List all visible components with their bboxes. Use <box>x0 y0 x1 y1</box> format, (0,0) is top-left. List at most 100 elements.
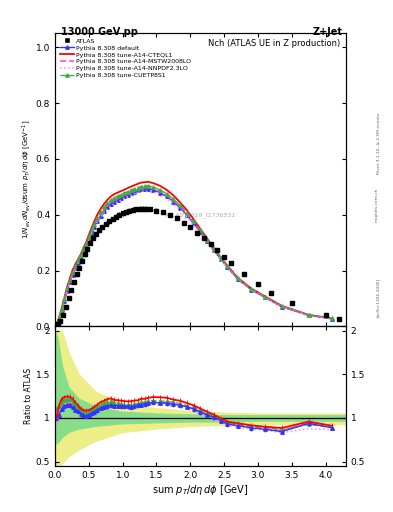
Text: [arXiv:1306.3436]: [arXiv:1306.3436] <box>376 278 380 316</box>
Pythia 8.308 default <box>59 307 64 313</box>
Pythia 8.308 tune-CUETP8S1 <box>249 286 253 292</box>
Pythia 8.308 default <box>262 294 267 301</box>
Pythia 8.308 tune-A14-CTEQL1 <box>92 218 97 224</box>
Pythia 8.308 default <box>249 287 253 293</box>
Legend: ATLAS, Pythia 8.308 default, Pythia 8.308 tune-A14-CTEQL1, Pythia 8.308 tune-A14: ATLAS, Pythia 8.308 default, Pythia 8.30… <box>58 36 193 80</box>
Pythia 8.308 tune-A14-CTEQL1 <box>185 207 189 214</box>
Pythia 8.308 tune-A14-NNPDF2.3LO <box>95 219 100 225</box>
Text: 13000 GeV pp: 13000 GeV pp <box>61 27 138 37</box>
Pythia 8.308 tune-A14-CTEQL1 <box>59 305 64 311</box>
Pythia 8.308 tune-A14-NNPDF2.3LO <box>115 199 120 205</box>
Pythia 8.308 tune-CUETP8S1 <box>76 258 81 264</box>
Pythia 8.308 tune-A14-MSTW2008LO <box>108 200 113 206</box>
Pythia 8.308 tune-CUETP8S1 <box>122 190 127 196</box>
Pythia 8.308 tune-A14-CTEQL1 <box>108 194 113 200</box>
Pythia 8.308 default <box>115 197 120 203</box>
Pythia 8.308 default <box>54 321 59 327</box>
Pythia 8.308 tune-A14-CTEQL1 <box>65 284 70 290</box>
Pythia 8.308 tune-A14-NNPDF2.3LO <box>330 316 335 322</box>
Pythia 8.308 default <box>198 229 203 236</box>
Pythia 8.308 tune-A14-CTEQL1 <box>125 185 130 191</box>
Pythia 8.308 default <box>122 193 127 199</box>
Pythia 8.308 tune-CUETP8S1 <box>279 303 284 309</box>
Pythia 8.308 default <box>129 190 134 196</box>
Pythia 8.308 tune-CUETP8S1 <box>262 294 267 300</box>
Pythia 8.308 tune-A14-NNPDF2.3LO <box>68 280 72 286</box>
Pythia 8.308 tune-A14-MSTW2008LO <box>151 186 156 192</box>
Pythia 8.308 tune-A14-CTEQL1 <box>105 197 110 203</box>
Pythia 8.308 default <box>185 212 189 218</box>
Pythia 8.308 tune-A14-CTEQL1 <box>171 193 176 199</box>
Pythia 8.308 default <box>330 316 335 322</box>
Pythia 8.308 default <box>205 238 209 244</box>
Pythia 8.308 default <box>279 304 284 310</box>
Pythia 8.308 tune-A14-NNPDF2.3LO <box>57 316 61 322</box>
Pythia 8.308 tune-A14-MSTW2008LO <box>158 188 162 195</box>
Pythia 8.308 default <box>139 186 143 193</box>
Pythia 8.308 tune-A14-MSTW2008LO <box>205 238 209 244</box>
Pythia 8.308 tune-CUETP8S1 <box>219 255 223 261</box>
Pythia 8.308 tune-A14-NNPDF2.3LO <box>171 201 176 207</box>
Pythia 8.308 tune-A14-CTEQL1 <box>115 189 120 196</box>
Pythia 8.308 tune-A14-CTEQL1 <box>205 236 209 242</box>
Pythia 8.308 tune-A14-MSTW2008LO <box>68 278 72 284</box>
Pythia 8.308 tune-A14-MSTW2008LO <box>105 203 110 209</box>
Pythia 8.308 tune-CUETP8S1 <box>70 269 75 275</box>
Pythia 8.308 tune-A14-NNPDF2.3LO <box>76 261 81 267</box>
Pythia 8.308 tune-A14-CTEQL1 <box>62 294 67 301</box>
Pythia 8.308 tune-CUETP8S1 <box>65 285 70 291</box>
Pythia 8.308 default <box>136 187 140 194</box>
Pythia 8.308 tune-A14-CTEQL1 <box>158 183 162 189</box>
Pythia 8.308 tune-A14-CTEQL1 <box>70 267 75 273</box>
Pythia 8.308 default <box>92 224 97 230</box>
Pythia 8.308 tune-A14-MSTW2008LO <box>171 198 176 204</box>
Pythia 8.308 tune-CUETP8S1 <box>225 263 230 269</box>
Pythia 8.308 tune-A14-MSTW2008LO <box>59 307 64 313</box>
Pythia 8.308 tune-A14-MSTW2008LO <box>279 303 284 309</box>
Pythia 8.308 tune-CUETP8S1 <box>68 276 72 283</box>
Pythia 8.308 tune-A14-MSTW2008LO <box>235 275 240 282</box>
Line: Pythia 8.308 tune-A14-NNPDF2.3LO: Pythia 8.308 tune-A14-NNPDF2.3LO <box>56 191 332 325</box>
Pythia 8.308 tune-A14-NNPDF2.3LO <box>62 298 67 305</box>
Pythia 8.308 tune-A14-MSTW2008LO <box>119 194 123 200</box>
Pythia 8.308 tune-A14-MSTW2008LO <box>102 207 107 213</box>
Pythia 8.308 tune-A14-CTEQL1 <box>191 216 196 222</box>
Pythia 8.308 tune-A14-NNPDF2.3LO <box>191 222 196 228</box>
Pythia 8.308 tune-A14-MSTW2008LO <box>139 186 143 192</box>
Pythia 8.308 tune-A14-MSTW2008LO <box>198 228 203 234</box>
Pythia 8.308 tune-A14-MSTW2008LO <box>185 211 189 217</box>
Pythia 8.308 tune-A14-NNPDF2.3LO <box>225 265 230 271</box>
Pythia 8.308 tune-A14-NNPDF2.3LO <box>89 230 94 237</box>
Pythia 8.308 tune-A14-MSTW2008LO <box>225 264 230 270</box>
Pythia 8.308 tune-A14-MSTW2008LO <box>249 286 253 292</box>
Pythia 8.308 default <box>164 194 169 200</box>
Pythia 8.308 tune-CUETP8S1 <box>132 186 137 192</box>
Pythia 8.308 tune-A14-NNPDF2.3LO <box>108 203 113 209</box>
Pythia 8.308 tune-A14-MSTW2008LO <box>78 254 83 260</box>
Pythia 8.308 tune-A14-MSTW2008LO <box>129 189 134 196</box>
Pythia 8.308 tune-CUETP8S1 <box>119 192 123 198</box>
Pythia 8.308 tune-A14-CTEQL1 <box>76 256 81 262</box>
Pythia 8.308 tune-CUETP8S1 <box>306 312 311 318</box>
Pythia 8.308 tune-A14-MSTW2008LO <box>65 287 70 293</box>
Pythia 8.308 tune-A14-MSTW2008LO <box>84 243 88 249</box>
Pythia 8.308 tune-A14-MSTW2008LO <box>115 196 120 202</box>
Pythia 8.308 tune-A14-CTEQL1 <box>249 285 253 291</box>
Pythia 8.308 tune-A14-CTEQL1 <box>225 263 230 269</box>
Pythia 8.308 default <box>89 230 94 236</box>
Pythia 8.308 tune-A14-CTEQL1 <box>164 187 169 193</box>
Pythia 8.308 tune-A14-NNPDF2.3LO <box>164 196 169 202</box>
Pythia 8.308 tune-CUETP8S1 <box>59 306 64 312</box>
Pythia 8.308 tune-A14-NNPDF2.3LO <box>158 192 162 198</box>
Pythia 8.308 tune-A14-MSTW2008LO <box>81 248 86 254</box>
Pythia 8.308 tune-A14-NNPDF2.3LO <box>112 201 117 207</box>
Pythia 8.308 tune-A14-NNPDF2.3LO <box>73 266 78 272</box>
Pythia 8.308 tune-A14-CTEQL1 <box>81 245 86 251</box>
Pythia 8.308 tune-CUETP8S1 <box>235 275 240 281</box>
Pythia 8.308 tune-CUETP8S1 <box>78 252 83 258</box>
Pythia 8.308 tune-A14-CTEQL1 <box>211 245 216 251</box>
Pythia 8.308 tune-A14-MSTW2008LO <box>98 211 103 218</box>
Pythia 8.308 default <box>146 186 151 192</box>
Pythia 8.308 default <box>219 256 223 262</box>
Pythia 8.308 tune-A14-NNPDF2.3LO <box>139 188 143 195</box>
